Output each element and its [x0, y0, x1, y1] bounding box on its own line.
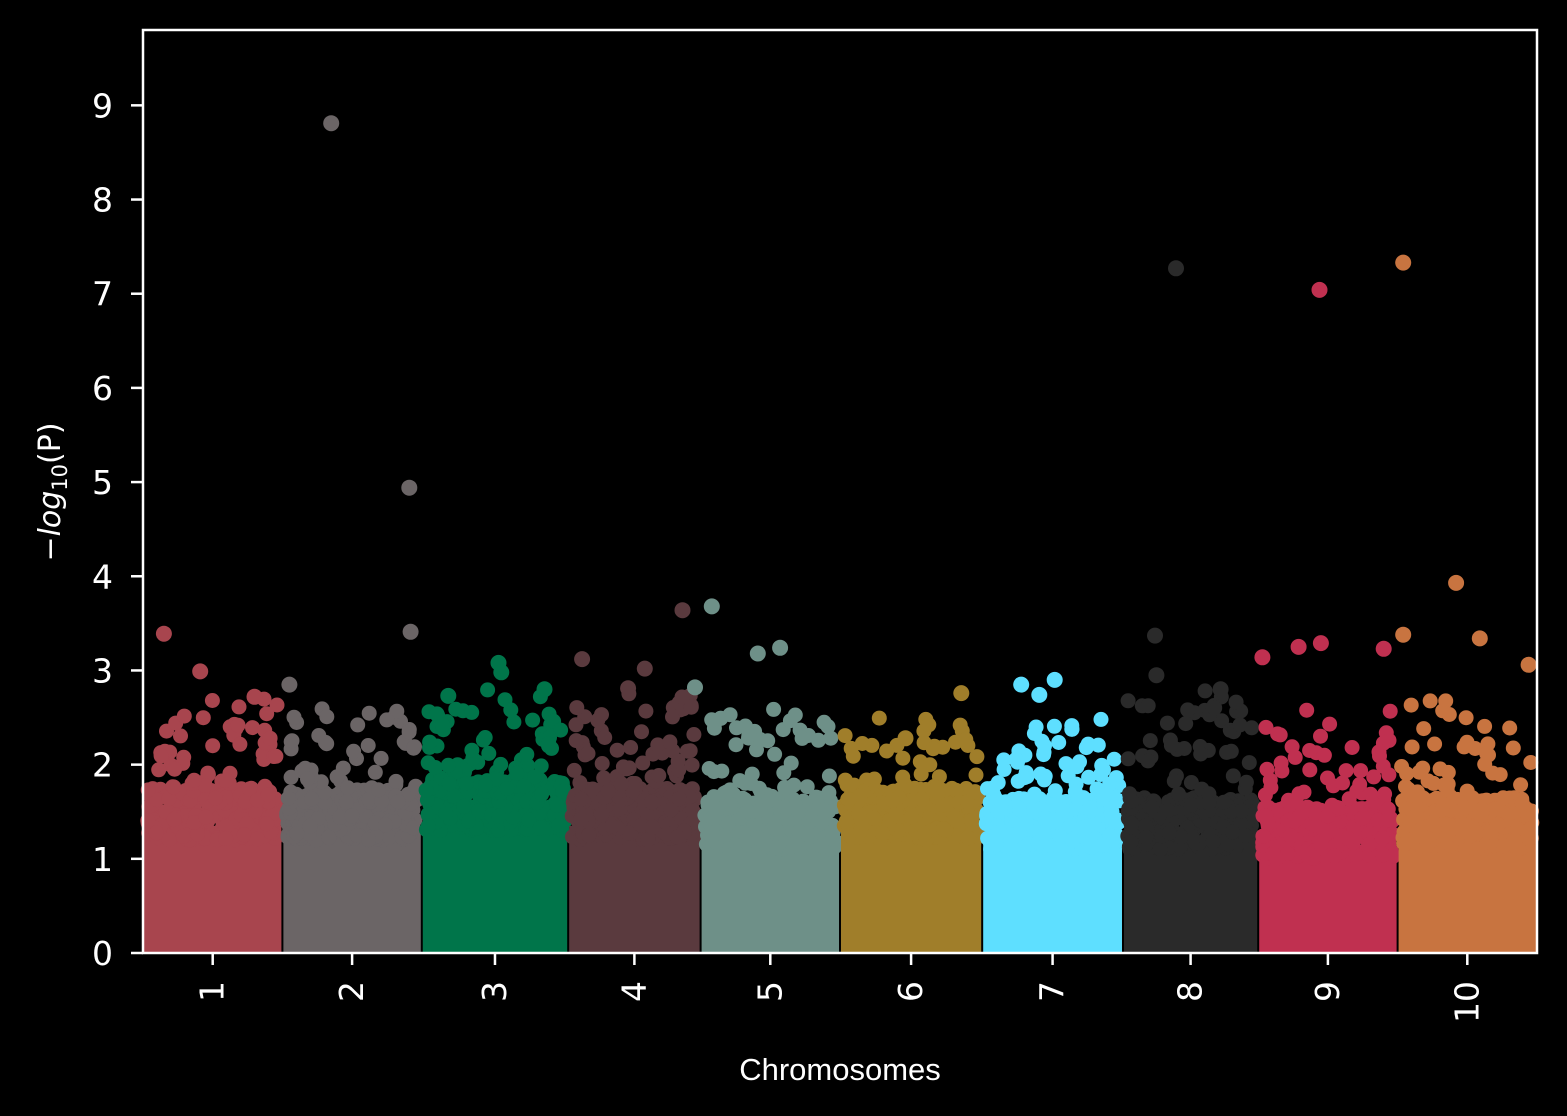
- chromosome-4-points: [564, 686, 704, 952]
- x-tick-label: 5: [750, 981, 789, 1002]
- data-point: [1471, 630, 1488, 647]
- y-tick-label: 8: [92, 181, 113, 220]
- plot-frame: [141, 28, 1539, 955]
- y-tick-label: 3: [92, 651, 113, 690]
- data-point: [1311, 281, 1328, 298]
- data-point: [281, 676, 298, 693]
- data-point: [1168, 260, 1184, 277]
- data-point: [440, 687, 457, 704]
- y-tick-label: 1: [92, 840, 113, 879]
- chromosome-3-points: [418, 682, 572, 952]
- chromosome-7-points: [978, 711, 1127, 952]
- x-tick-label: 9: [1308, 981, 1347, 1002]
- x-tick-label: 10: [1447, 981, 1486, 1023]
- y-tick-label: 6: [92, 369, 113, 408]
- data-point: [749, 645, 766, 662]
- chromosome-8-points: [1120, 683, 1261, 952]
- data-point: [1395, 254, 1412, 271]
- data-point: [1013, 676, 1030, 693]
- data-point: [402, 623, 419, 640]
- plot-area: [140, 115, 1540, 952]
- y-axis-ticks: 0 1 2 3 4 5 6 7 8 9: [92, 86, 143, 973]
- y-tick-label: 2: [92, 746, 113, 785]
- chromosome-6-points: [836, 710, 986, 952]
- data-point: [493, 664, 510, 681]
- data-point: [1312, 635, 1329, 652]
- data-point: [1031, 686, 1048, 703]
- chromosome-2-points: [279, 701, 425, 952]
- data-point: [1147, 627, 1163, 644]
- chromosome-10-points: [1394, 693, 1540, 952]
- data-point: [574, 651, 591, 668]
- data-point: [1148, 667, 1165, 684]
- y-tick-label: 5: [92, 463, 113, 502]
- x-tick-label: 4: [614, 981, 653, 1002]
- x-tick-label: 8: [1171, 981, 1210, 1002]
- data-point: [401, 479, 418, 496]
- x-tick-label: 3: [475, 981, 514, 1002]
- data-point: [1448, 574, 1465, 591]
- y-axis-label: −log10(P): [33, 422, 72, 561]
- x-tick-label: 1: [193, 981, 232, 1002]
- data-point: [1290, 638, 1307, 655]
- data-point: [1520, 656, 1537, 673]
- data-point: [155, 625, 172, 642]
- data-point: [772, 639, 789, 656]
- data-point: [323, 115, 340, 132]
- data-point: [1375, 640, 1392, 657]
- data-point: [246, 688, 263, 705]
- x-tick-label: 2: [332, 981, 371, 1002]
- data-point: [1212, 681, 1229, 698]
- x-axis-ticks: 1 2 3 4 5 6 7 8 9 10: [193, 953, 1486, 1023]
- chromosome-9-points: [1255, 702, 1401, 952]
- data-point: [687, 679, 703, 696]
- y-tick-label: 7: [92, 275, 113, 314]
- data-point: [953, 685, 970, 702]
- y-tick-label: 9: [92, 86, 113, 125]
- y-tick-label: 4: [92, 557, 113, 596]
- chromosome-5-points: [697, 701, 844, 952]
- data-point: [636, 660, 653, 677]
- notable-points: [155, 115, 1537, 747]
- data-point: [703, 598, 720, 615]
- x-tick-label: 6: [891, 981, 930, 1002]
- data-point: [192, 663, 209, 680]
- data-point: [674, 602, 691, 619]
- y-tick-label: 0: [92, 934, 113, 973]
- data-point: [620, 680, 637, 697]
- data-point: [536, 681, 553, 698]
- data-points: [140, 682, 1540, 952]
- data-point: [1395, 626, 1412, 643]
- data-point: [897, 730, 914, 747]
- x-axis-label: Chromosomes: [739, 1052, 941, 1087]
- x-tick-label: 7: [1033, 981, 1072, 1002]
- data-point: [1046, 671, 1063, 688]
- data-point: [1254, 649, 1271, 666]
